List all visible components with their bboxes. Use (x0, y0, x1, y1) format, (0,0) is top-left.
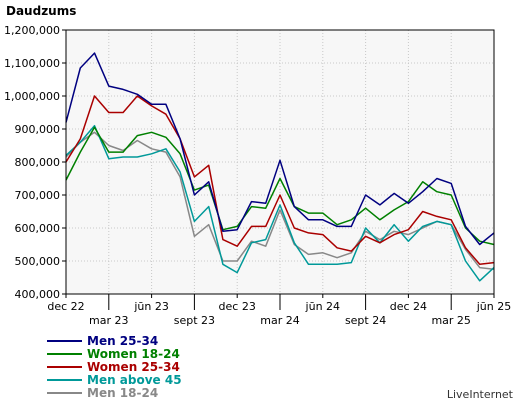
x-tick-label: mar 25 (431, 314, 470, 327)
legend-label: Men 18-24 (87, 386, 158, 400)
legend-label: Women 18-24 (87, 347, 180, 361)
y-tick-label: 700,000 (15, 189, 61, 202)
chart-title: Daudzums (6, 4, 76, 18)
y-tick-label: 800,000 (15, 156, 61, 169)
series-line-women-25-34 (65, 95, 495, 266)
legend-label: Men 25-34 (87, 334, 158, 348)
series-lines (65, 52, 495, 282)
legend-label: Women 25-34 (87, 360, 180, 374)
y-tick-label: 900,000 (15, 123, 61, 136)
y-tick-label: 400,000 (15, 288, 61, 301)
y-tick-label: 1,200,000 (4, 24, 60, 37)
x-tick-label: sept 23 (174, 314, 215, 327)
series-line-men-25-34 (65, 52, 495, 246)
y-axis: 400,000 500,000 600,000 700,000 800,000 900,0… (4, 24, 66, 301)
x-tick-label: dec 24 (390, 300, 427, 313)
legend-label: Men above 45 (87, 373, 182, 387)
x-tick-label: dec 22 (47, 300, 84, 313)
x-tick-label: jūn 25 (476, 300, 512, 313)
y-tick-label: 1,000,000 (4, 90, 60, 103)
x-tick-label: mar 24 (260, 314, 299, 327)
brand-label: LiveInternet (447, 388, 514, 401)
y-tick-label: 1,100,000 (4, 57, 60, 70)
y-tick-label: 600,000 (15, 222, 61, 235)
series-line-women-18-24 (65, 126, 495, 246)
plot-frame (65, 29, 495, 295)
x-axis: dec 22 mar 23 jūn 23 sept 23 dec 23 mar 24 jūn… (47, 294, 511, 327)
x-tick-label: jūn 23 (133, 300, 169, 313)
series-line-men-above-45 (65, 124, 495, 282)
x-tick-label: dec 23 (219, 300, 256, 313)
x-tick-label: mar 23 (89, 314, 128, 327)
x-tick-label: sept 24 (345, 314, 386, 327)
series-line-men-18-24 (65, 131, 495, 271)
y-tick-label: 500,000 (15, 255, 61, 268)
x-tick-label: jūn 24 (305, 300, 341, 313)
